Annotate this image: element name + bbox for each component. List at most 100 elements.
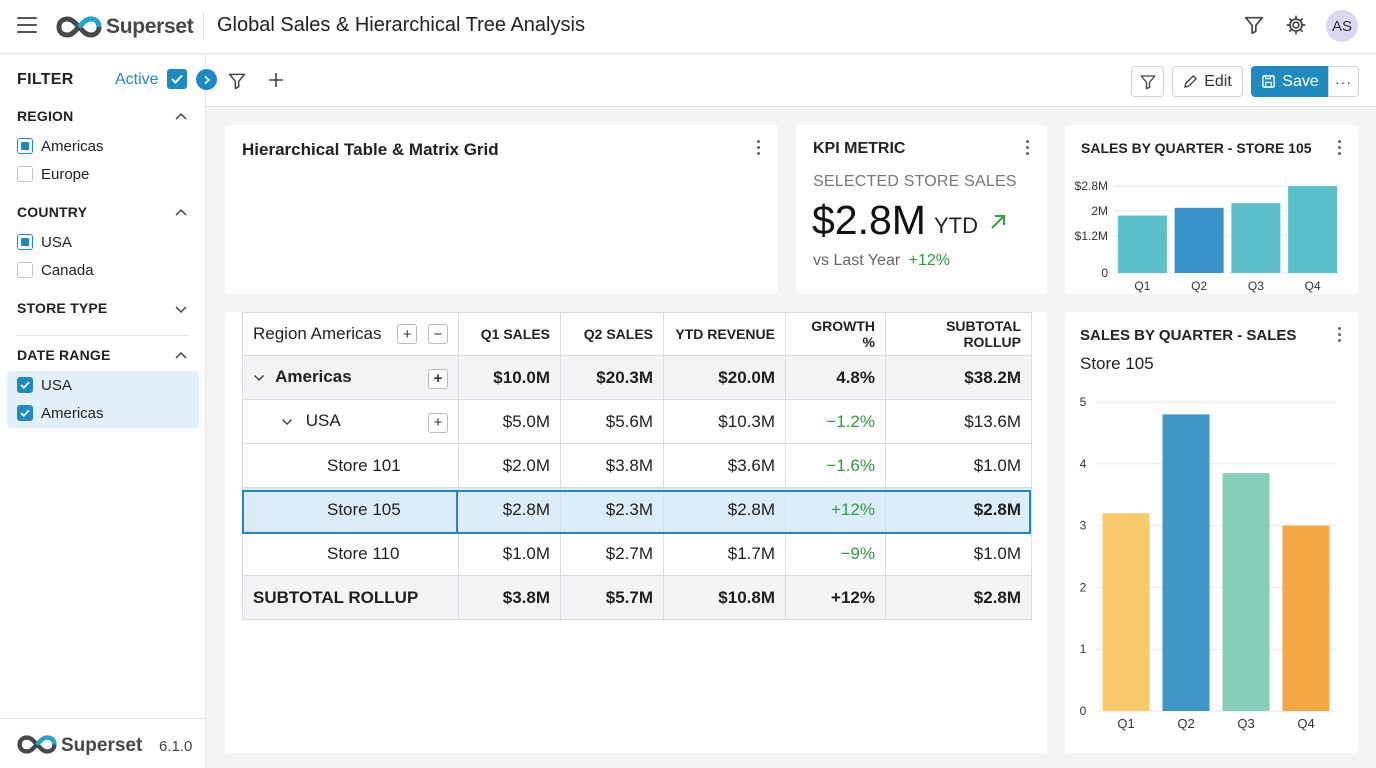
table-cell: $2.8M: [885, 487, 1032, 532]
date-option-usa[interactable]: USA: [17, 373, 72, 397]
chevron-up-icon[interactable]: [174, 208, 188, 218]
small-chart-card: SALES BY QUARTER - STORE 105 0 $1.2M 2M $2.…: [1065, 125, 1358, 294]
table-cell: $38.2M: [885, 355, 1032, 400]
kebab-menu-icon[interactable]: [1024, 140, 1030, 158]
table-header-row: Region Americas + − Q1 SALES Q2 SALES YT…: [242, 312, 1032, 356]
y-tick-label: 2M: [1091, 204, 1108, 218]
kpi-subtitle: SELECTED STORE SALES: [813, 173, 1017, 190]
table-row-usa[interactable]: USA + $5.0M $5.6M $10.3M −1.2% $13.6M: [242, 399, 1032, 444]
date-option-americas[interactable]: Americas: [17, 401, 104, 425]
sidebar-footer: Superset 6.1.0: [0, 718, 206, 768]
kebab-menu-icon[interactable]: [1336, 327, 1342, 345]
collapse-all-button[interactable]: −: [428, 324, 448, 345]
table-row-americas[interactable]: Americas + $10.0M $20.3M $20.0M 4.8% $38…: [242, 355, 1032, 400]
table-cell: $3.6M: [663, 443, 786, 488]
region-option-americas[interactable]: Americas: [17, 134, 104, 158]
y-tick-label: 3: [1080, 519, 1087, 533]
table-cell: $3.8M: [458, 575, 561, 620]
collapse-sidebar-button[interactable]: [196, 69, 217, 90]
row-label-cell: Store 101: [242, 443, 459, 488]
filter-icon: [1140, 74, 1155, 89]
table-row-subtotal: SUBTOTAL ROLLUP $3.8M $5.7M $10.8M +12% …: [242, 575, 1032, 620]
filter-icon[interactable]: [1243, 14, 1267, 38]
bar-q4: [1282, 525, 1330, 711]
chevron-down-icon[interactable]: [281, 418, 293, 426]
region-option-europe[interactable]: Europe: [17, 162, 89, 186]
y-tick-label: 1: [1080, 642, 1087, 656]
y-tick-label: 0: [1101, 266, 1108, 280]
superset-logo[interactable]: Superset: [56, 13, 194, 41]
column-header[interactable]: YTD REVENUE: [663, 312, 786, 356]
expand-button[interactable]: +: [428, 412, 448, 433]
chevron-up-icon[interactable]: [174, 351, 188, 361]
option-label: USA: [41, 376, 72, 394]
expand-all-button[interactable]: +: [397, 324, 418, 345]
checkbox-checked[interactable]: [17, 405, 33, 421]
user-avatar[interactable]: AS: [1326, 10, 1358, 42]
country-option-canada[interactable]: Canada: [17, 258, 94, 282]
filter-toggle-button[interactable]: [1131, 66, 1164, 97]
x-tick-label: Q4: [1297, 716, 1314, 731]
table-cell: $2.8M: [663, 487, 786, 532]
x-tick-label: Q1: [1134, 279, 1150, 293]
bar-q2: [1162, 414, 1210, 711]
edit-label: Edit: [1204, 72, 1232, 90]
menu-icon[interactable]: [17, 17, 37, 33]
y-tick-label: $2.8M: [1075, 179, 1108, 193]
country-option-usa[interactable]: USA: [17, 230, 72, 254]
table-cell: $1.0M: [458, 531, 561, 576]
table-cell: $2.8M: [458, 487, 561, 532]
table-card-header: Hierarchical Table & Matrix Grid: [225, 125, 778, 294]
table-cell: $1.0M: [885, 531, 1032, 576]
table-cell: −1.2%: [785, 399, 886, 444]
gear-icon[interactable]: [1285, 14, 1309, 38]
table-row-store-105-selected[interactable]: Store 105 $2.8M $2.3M $2.8M +12% $2.8M: [242, 487, 1032, 532]
small-bar-chart: 0 $1.2M 2M $2.8M Q1 Q2 Q3 Q4: [1075, 179, 1341, 293]
kebab-menu-icon[interactable]: [1336, 140, 1342, 158]
x-tick-label: Q3: [1237, 716, 1254, 731]
chevron-up-icon[interactable]: [174, 112, 188, 122]
table-cell: $1.0M: [885, 443, 1032, 488]
more-options-button[interactable]: ···: [1328, 66, 1359, 97]
kpi-comparison-label: vs Last Year: [813, 252, 901, 269]
save-button[interactable]: Save: [1251, 66, 1329, 97]
column-header[interactable]: Q2 SALES: [560, 312, 664, 356]
bar-q4: [1288, 186, 1338, 273]
expand-button[interactable]: +: [428, 368, 448, 389]
country-section-title: COUNTRY: [17, 204, 88, 220]
chevron-down-icon[interactable]: [253, 374, 265, 382]
checkbox-checked[interactable]: [17, 377, 33, 393]
table-row-store-110[interactable]: Store 110 $1.0M $2.7M $1.7M −9% $1.0M: [242, 531, 1032, 576]
table-cell: $20.3M: [560, 355, 664, 400]
option-label: USA: [41, 233, 72, 251]
kpi-suffix: YTD: [934, 213, 978, 238]
sidebar-divider: [17, 335, 189, 336]
arrow-up-right-icon: [991, 215, 1005, 229]
column-header[interactable]: GROWTH %: [785, 312, 886, 356]
kebab-menu-icon[interactable]: [755, 140, 761, 158]
filter-icon[interactable]: [227, 71, 247, 91]
plus-icon[interactable]: [267, 71, 285, 89]
table-row-store-101[interactable]: Store 101 $2.0M $3.8M $3.6M −1.6% $1.0M: [242, 443, 1032, 488]
table-cell: $10.0M: [458, 355, 561, 400]
kpi-value: $2.8M: [812, 197, 926, 243]
y-tick-label: 2: [1080, 580, 1087, 594]
x-tick-label: Q4: [1305, 279, 1321, 293]
row-label-cell: Store 110: [242, 531, 459, 576]
filter-sidebar: FILTER Active REGION Americas Europe COU…: [0, 55, 206, 768]
checkbox[interactable]: [17, 262, 33, 278]
y-tick-label: 0: [1080, 704, 1087, 718]
column-header[interactable]: SUBTOTAL ROLLUP: [885, 312, 1032, 356]
column-header[interactable]: Q1 SALES: [458, 312, 561, 356]
chevron-down-icon[interactable]: [174, 304, 188, 314]
large-chart-subtitle: Store 105: [1080, 354, 1154, 373]
kpi-card-title: KPI METRIC: [813, 140, 906, 157]
checkbox[interactable]: [17, 166, 33, 182]
checkbox-partial[interactable]: [17, 234, 33, 250]
checkbox-partial[interactable]: [17, 138, 33, 154]
edit-button[interactable]: Edit: [1172, 66, 1243, 97]
active-checkbox[interactable]: [167, 69, 187, 89]
table-cell: $10.3M: [663, 399, 786, 444]
table-cell: $13.6M: [885, 399, 1032, 444]
bar-q1: [1117, 215, 1167, 273]
